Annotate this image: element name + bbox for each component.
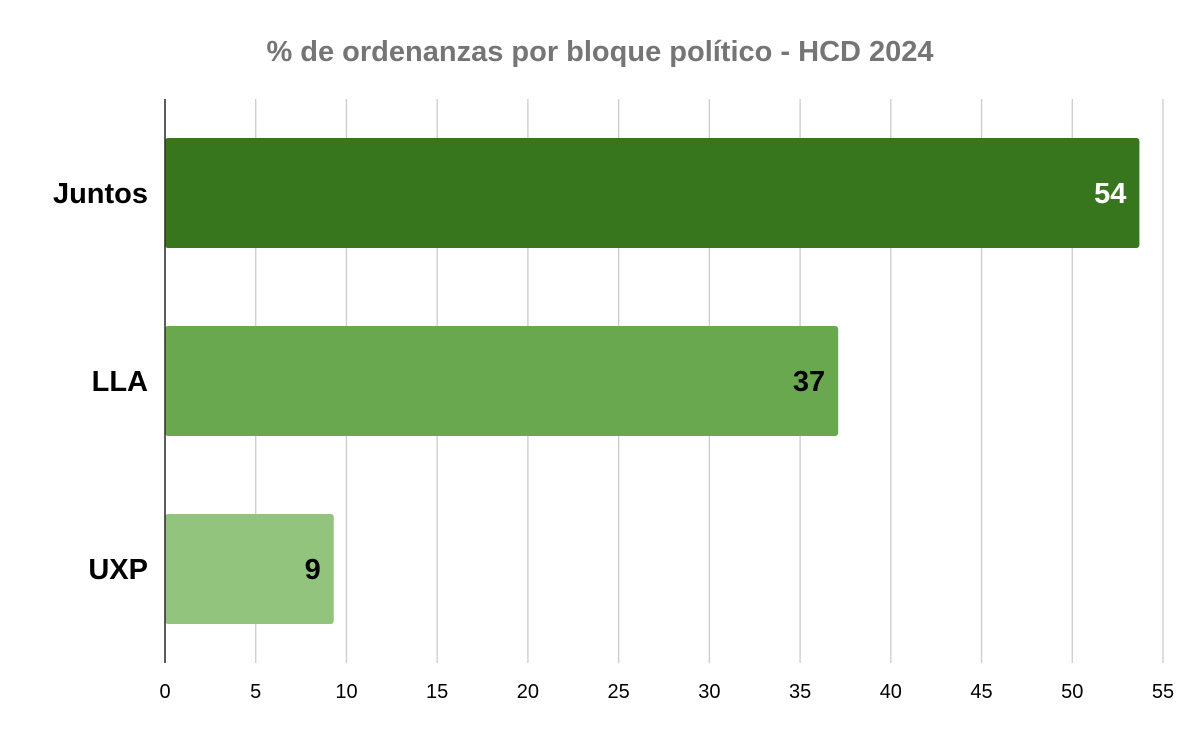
data-label: 54 [1094,178,1126,210]
data-label: 37 [793,366,825,398]
x-tick-label: 30 [698,681,720,703]
x-tick-label: 0 [159,681,170,703]
x-tick-label: 25 [608,681,630,703]
data-label: 9 [305,554,321,586]
bar [165,514,334,624]
category-label: LLA [92,366,148,398]
labels: 0 5 10 15 20 25 30 35 40 45 50 55 54 Juntos 37 LLA 9 UXP [53,178,1174,703]
x-tick-label: 40 [880,681,902,703]
x-tick-label: 10 [335,681,357,703]
x-tick-label: 55 [1152,681,1174,703]
bars [165,138,1140,624]
chart-title: % de ordenanzas por bloque político - HC… [266,36,934,68]
category-label: UXP [88,554,148,586]
x-tick-label: 5 [250,681,261,703]
x-tick-label: 20 [517,681,539,703]
x-tick-label: 35 [789,681,811,703]
bar [165,326,839,436]
x-tick-label: 50 [1061,681,1083,703]
x-tick-label: 45 [970,681,992,703]
x-tick-label: 15 [426,681,448,703]
bar [165,138,1140,248]
category-label: Juntos [53,178,148,210]
